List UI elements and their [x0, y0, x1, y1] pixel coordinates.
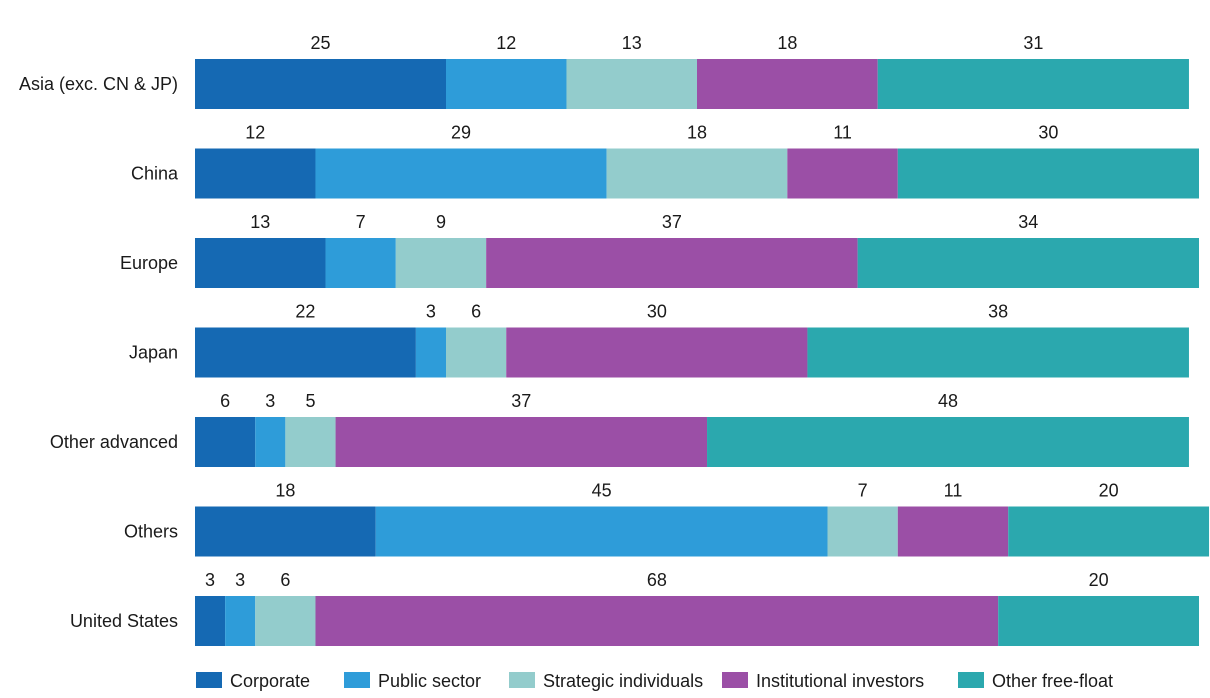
- bar-other-free-float-other-advanced: [707, 417, 1189, 467]
- bar-strategic-individuals-europe: [395, 238, 487, 288]
- legend-swatch-strategic-individuals: [509, 672, 535, 688]
- bar-institutional-investors-asia-exc-cn-jp: [697, 59, 878, 109]
- bar-corporate-europe: [195, 238, 326, 288]
- category-label-china: China: [131, 164, 179, 184]
- bar-institutional-investors-china: [787, 148, 898, 199]
- legend-item-strategic-individuals: Strategic individuals: [509, 671, 703, 691]
- data-label-corporate-europe: 13: [250, 212, 270, 232]
- category-label-asia-exc-cn-jp: Asia (exc. CN & JP): [19, 74, 178, 94]
- legend-label-institutional-investors: Institutional investors: [756, 671, 924, 691]
- data-label-corporate-china: 12: [245, 123, 265, 143]
- bar-corporate-china: [195, 148, 316, 199]
- data-label-public-sector-china: 29: [451, 123, 471, 143]
- bar-corporate-united-states: [195, 596, 226, 646]
- data-label-other-free-float-asia-exc-cn-jp: 31: [1023, 33, 1043, 53]
- legend-item-institutional-investors: Institutional investors: [722, 671, 924, 691]
- data-label-strategic-individuals-japan: 6: [471, 302, 481, 322]
- bar-strategic-individuals-japan: [446, 327, 507, 378]
- bar-public-sector-japan: [415, 327, 446, 378]
- data-label-other-free-float-europe: 34: [1018, 212, 1038, 232]
- data-label-strategic-individuals-europe: 9: [436, 212, 446, 232]
- bar-institutional-investors-united-states: [315, 596, 999, 646]
- data-label-strategic-individuals-others: 7: [858, 481, 868, 501]
- bar-other-free-float-japan: [807, 327, 1189, 378]
- data-label-other-free-float-other-advanced: 48: [938, 391, 958, 411]
- bar-strategic-individuals-asia-exc-cn-jp: [566, 59, 697, 109]
- bar-strategic-individuals-others: [827, 506, 898, 557]
- data-label-institutional-investors-united-states: 68: [647, 570, 667, 590]
- bar-corporate-japan: [195, 327, 416, 378]
- data-label-institutional-investors-china: 11: [833, 123, 852, 143]
- bar-corporate-other-advanced: [195, 417, 256, 467]
- data-label-institutional-investors-others: 11: [944, 481, 963, 501]
- bar-other-free-float-china: [897, 148, 1199, 199]
- bar-strategic-individuals-china: [606, 148, 788, 199]
- bar-strategic-individuals-united-states: [255, 596, 316, 646]
- bar-other-free-float-asia-exc-cn-jp: [877, 59, 1189, 109]
- category-label-others: Others: [124, 522, 178, 542]
- bar-other-free-float-united-states: [998, 596, 1199, 646]
- category-labels-layer: Asia (exc. CN & JP) China Europe Japan Other…: [19, 74, 179, 631]
- data-label-strategic-individuals-united-states: 6: [280, 570, 290, 590]
- data-label-other-free-float-others: 20: [1099, 481, 1119, 501]
- bar-institutional-investors-japan: [506, 327, 808, 378]
- legend-swatch-corporate: [196, 672, 222, 688]
- data-label-public-sector-others: 45: [592, 481, 612, 501]
- data-label-public-sector-japan: 3: [426, 302, 436, 322]
- bar-corporate-others: [195, 506, 376, 557]
- category-label-europe: Europe: [120, 253, 178, 273]
- legend-item-corporate: Corporate: [196, 671, 310, 691]
- bars-layer: [195, 59, 1210, 646]
- data-label-institutional-investors-europe: 37: [662, 212, 682, 232]
- data-label-public-sector-europe: 7: [356, 212, 366, 232]
- data-label-corporate-asia-exc-cn-jp: 25: [310, 33, 330, 53]
- data-label-corporate-others: 18: [275, 481, 295, 501]
- data-label-public-sector-other-advanced: 3: [265, 391, 275, 411]
- data-label-corporate-united-states: 3: [205, 570, 215, 590]
- category-label-other-advanced: Other advanced: [50, 432, 178, 452]
- bar-public-sector-other-advanced: [255, 417, 286, 467]
- legend-label-other-free-float: Other free-float: [992, 671, 1113, 691]
- bar-corporate-asia-exc-cn-jp: [195, 59, 446, 109]
- legend-item-public-sector: Public sector: [344, 671, 481, 691]
- bar-other-free-float-europe: [857, 238, 1199, 288]
- legend: Corporate Public sector Strategic individu…: [196, 671, 1113, 691]
- data-label-corporate-other-advanced: 6: [220, 391, 230, 411]
- legend-label-public-sector: Public sector: [378, 671, 481, 691]
- bar-public-sector-china: [315, 148, 607, 199]
- legend-label-strategic-individuals: Strategic individuals: [543, 671, 703, 691]
- bar-other-free-float-others: [1008, 506, 1210, 557]
- bar-public-sector-others: [375, 506, 828, 557]
- legend-label-corporate: Corporate: [230, 671, 310, 691]
- bar-institutional-investors-other-advanced: [335, 417, 708, 467]
- category-label-united-states: United States: [70, 611, 178, 631]
- legend-swatch-public-sector: [344, 672, 370, 688]
- category-label-japan: Japan: [129, 343, 178, 363]
- data-label-institutional-investors-asia-exc-cn-jp: 18: [777, 33, 797, 53]
- bar-institutional-investors-europe: [486, 238, 858, 288]
- bar-public-sector-asia-exc-cn-jp: [446, 59, 567, 109]
- data-label-institutional-investors-other-advanced: 37: [511, 391, 531, 411]
- bar-strategic-individuals-other-advanced: [285, 417, 336, 467]
- bar-public-sector-europe: [325, 238, 396, 288]
- bar-institutional-investors-others: [897, 506, 1009, 557]
- data-label-public-sector-asia-exc-cn-jp: 12: [496, 33, 516, 53]
- bar-public-sector-united-states: [225, 596, 256, 646]
- data-label-other-free-float-united-states: 20: [1089, 570, 1109, 590]
- data-label-other-free-float-china: 30: [1038, 123, 1058, 143]
- data-label-strategic-individuals-asia-exc-cn-jp: 13: [622, 33, 642, 53]
- data-label-strategic-individuals-china: 18: [687, 123, 707, 143]
- data-label-strategic-individuals-other-advanced: 5: [305, 391, 315, 411]
- data-label-institutional-investors-japan: 30: [647, 302, 667, 322]
- legend-swatch-institutional-investors: [722, 672, 748, 688]
- data-label-corporate-japan: 22: [295, 302, 315, 322]
- legend-item-other-free-float: Other free-float: [958, 671, 1113, 691]
- data-label-other-free-float-japan: 38: [988, 302, 1008, 322]
- data-label-public-sector-united-states: 3: [235, 570, 245, 590]
- legend-swatch-other-free-float: [958, 672, 984, 688]
